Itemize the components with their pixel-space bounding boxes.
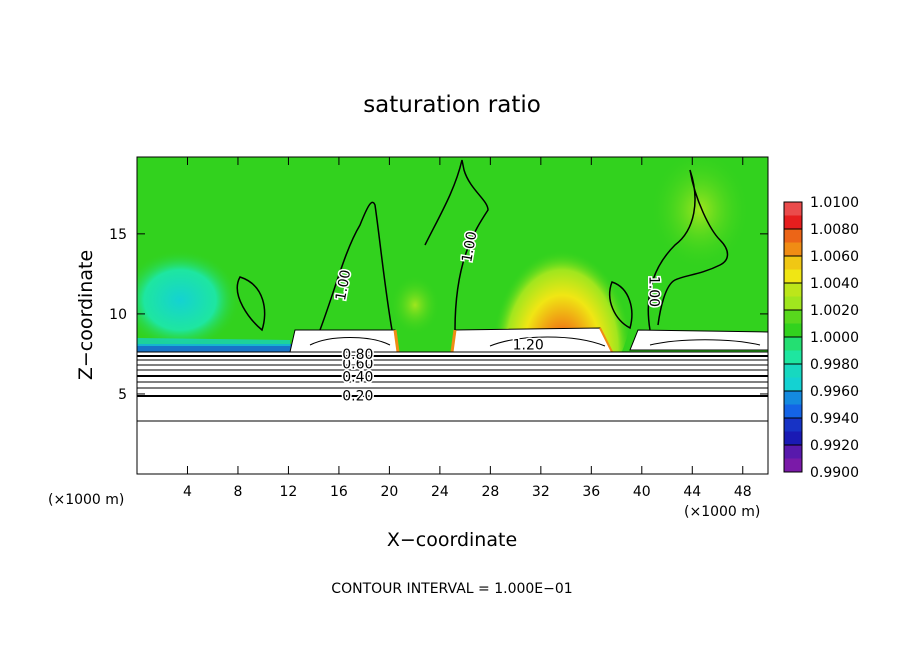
y-axis-ticks: 5 10 15 [109,227,768,403]
x-tick-label: 48 [734,484,752,500]
x-tick-label: 36 [582,484,600,500]
colorbar-label: 1.0100 [810,195,859,211]
contour-one-right [647,169,729,331]
colorbar-swatch-blend [784,256,802,270]
colorbar-label: 1.0000 [810,330,859,346]
colorbar-swatch [784,337,802,364]
plot-frame [136,156,769,475]
colorbar-swatch-blend [784,229,802,243]
colorbar-label: 0.9960 [810,384,859,400]
x-axis-label: X−coordinate [387,529,517,551]
contour-label-halo: 0.20 [342,389,373,405]
colorbar-label: 1.0020 [810,303,859,319]
contour-label: 0.80 [342,347,373,363]
contour-label: 0.20 [342,389,373,405]
contour-label-halo: 1.20 [513,337,544,353]
colorbar-label: 1.0040 [810,276,859,292]
contour-label-halo: 0.80 [342,347,373,363]
colorbar-swatch [784,445,802,472]
colorbar-swatch-blend [784,283,802,297]
x-tick-label: 24 [431,484,449,500]
colorbar: 0.9900 0.9920 0.9940 0.9960 0.9980 1.0000 1.00… [783,195,859,481]
contour-one-left-blob [236,276,266,332]
colorbar-label: 0.9920 [810,438,859,454]
x-tick-label: 32 [532,484,550,500]
cloud-edge-1 [393,329,400,353]
field-moist-region-mid [390,275,440,335]
x-tick-label: 20 [380,484,398,500]
x-tick-label: 16 [330,484,348,500]
colorbar-label: 0.9940 [810,411,859,427]
y-tick-label: 5 [118,387,127,403]
cloud-edge-2 [450,329,457,353]
contour-one-right-blob [609,281,633,330]
contour-inner-2 [489,336,606,347]
x-tick-label: 4 [183,484,192,500]
colorbar-swatch-blend [784,364,802,378]
cloud-edge-3 [599,327,613,353]
field-moist-region-left [137,250,240,350]
contour-label: 0.60 [342,357,373,373]
colorbar-swatch-blend [784,337,802,351]
x-tick-label: 40 [633,484,651,500]
x-tick-label: 8 [233,484,242,500]
y-tick-label: 10 [109,307,127,323]
contour-label: 1.00 [645,276,661,307]
colorbar-swatch [784,310,802,337]
colorbar-swatch-blend [784,310,802,324]
x-units-right: (×1000 m) [684,504,760,520]
plot-area: 0.200.200.400.400.600.600.800.801.201.20… [137,157,768,474]
colorbar-swatch-blend [784,391,802,405]
contour-lines [137,159,768,422]
contour-labels: 0.200.200.400.400.600.600.800.801.201.20… [332,229,663,406]
colorbar-swatch [784,256,802,283]
chart-title: saturation ratio [363,92,541,118]
contour-label-halo: 1.00 [645,276,661,307]
x-tick-label: 28 [481,484,499,500]
contour-label: 1.20 [513,337,544,353]
contour-label: 1.00 [459,230,480,263]
x-axis-ticks: 4 8 12 16 20 24 28 32 36 40 44 48 [183,157,752,500]
contour-label: 1.00 [333,269,354,302]
colorbar-label: 0.9900 [810,465,859,481]
contour-inner-3 [649,339,761,346]
colorbar-swatch [784,418,802,445]
contour-one-center [424,159,489,331]
contour-inner-1 [309,337,391,346]
colorbar-swatch [784,364,802,391]
contour-one-left [319,201,393,331]
colorbar-swatch-blend [784,202,802,216]
colorbar-swatch [784,391,802,418]
field-cyan-strip [137,338,290,346]
contour-interval-note: CONTOUR INTERVAL = 1.000E−01 [331,581,572,597]
colorbar-label: 1.0060 [810,249,859,265]
colorbar-label: 1.0080 [810,222,859,238]
x-units-left: (×1000 m) [48,492,124,508]
colorbar-swatch [784,283,802,310]
y-tick-label: 15 [109,227,127,243]
x-tick-label: 12 [280,484,298,500]
colorbar-label: 0.9980 [810,357,859,373]
contour-label-halo: 0.40 [342,369,373,385]
colorbar-swatch [784,229,802,256]
field-subsaturated-layer [137,352,768,474]
colorbar-swatch [784,202,802,229]
contour-label-halo: 0.60 [342,357,373,373]
contour-label: 0.40 [342,369,373,385]
colorbar-swatch-blend [784,418,802,432]
x-tick-label: 44 [683,484,701,500]
colorbar-swatch-blend [784,445,802,459]
y-axis-label: Z−coordinate [75,250,97,380]
field-warm-region-right [650,157,750,270]
